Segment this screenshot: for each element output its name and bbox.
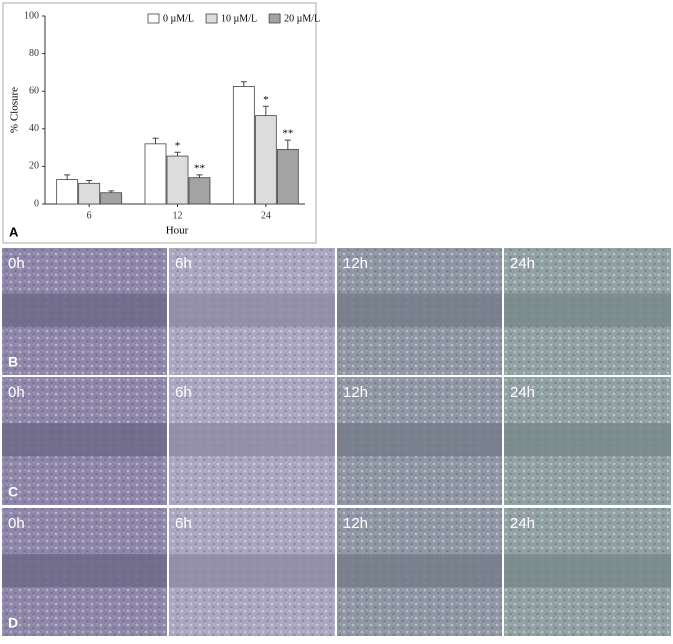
y-tick-label: 100: [24, 10, 39, 21]
x-axis-label: Hour: [166, 225, 189, 237]
bar: [56, 179, 79, 205]
time-label: 24h: [510, 515, 535, 532]
wound-gap: [337, 554, 502, 588]
error-bar: [64, 174, 71, 180]
bar: [254, 115, 277, 205]
bar: [166, 155, 189, 205]
wound-gap: [337, 423, 502, 457]
time-label: 12h: [343, 384, 368, 401]
error-bar: [284, 139, 291, 150]
wound-gap: [169, 554, 335, 588]
time-label: 0h: [8, 255, 25, 272]
error-bar: [152, 137, 159, 144]
legend-label: 10 µM/L: [221, 13, 257, 24]
legend-swatch: [147, 13, 160, 24]
bar: [78, 182, 101, 205]
legend-swatch: [205, 13, 218, 24]
bar: [232, 86, 255, 205]
significance-mark: *: [263, 94, 269, 106]
panel-label: A: [9, 224, 19, 239]
y-axis-label: % Closure: [9, 87, 21, 133]
wound-gap: [2, 293, 167, 327]
time-label: 24h: [510, 384, 535, 401]
panel-label: C: [8, 484, 18, 500]
time-label: 6h: [175, 255, 192, 272]
x-tick-label: 6: [87, 210, 92, 221]
x-tick-label: 24: [261, 210, 271, 221]
wound-gap: [169, 423, 335, 457]
y-tick-label: 80: [29, 48, 39, 59]
bar: [188, 177, 211, 205]
error-bar: [262, 105, 269, 116]
legend-swatch: [268, 13, 281, 24]
bar: [144, 143, 167, 205]
significance-mark: **: [194, 162, 205, 174]
time-label: 0h: [8, 515, 25, 532]
wound-gap: [337, 293, 502, 327]
y-tick-label: 20: [29, 161, 39, 172]
panel-label: D: [8, 615, 18, 631]
panel-label: B: [8, 354, 18, 370]
significance-mark: *: [175, 140, 181, 152]
significance-mark: **: [282, 128, 293, 140]
wound-gap: [504, 423, 671, 457]
time-label: 6h: [175, 384, 192, 401]
x-tick-label: 12: [173, 210, 183, 221]
error-bar: [174, 151, 181, 157]
time-label: 12h: [343, 255, 368, 272]
time-label: 24h: [510, 255, 535, 272]
bar: [100, 192, 123, 205]
legend-label: 0 µM/L: [163, 13, 194, 24]
wound-gap: [504, 554, 671, 588]
wound-gap: [2, 554, 167, 588]
y-tick-label: 40: [29, 123, 39, 134]
bar: [276, 149, 299, 205]
y-tick-label: 60: [29, 85, 39, 96]
wound-gap: [2, 423, 167, 457]
time-label: 6h: [175, 515, 192, 532]
y-tick-label: 0: [34, 198, 39, 209]
error-bar: [86, 180, 93, 184]
wound-gap: [169, 293, 335, 327]
wound-gap: [504, 293, 671, 327]
time-label: 12h: [343, 515, 368, 532]
time-label: 0h: [8, 384, 25, 401]
error-bar: [240, 81, 247, 87]
legend-label: 20 µM/L: [284, 13, 320, 24]
error-bar: [196, 174, 203, 178]
